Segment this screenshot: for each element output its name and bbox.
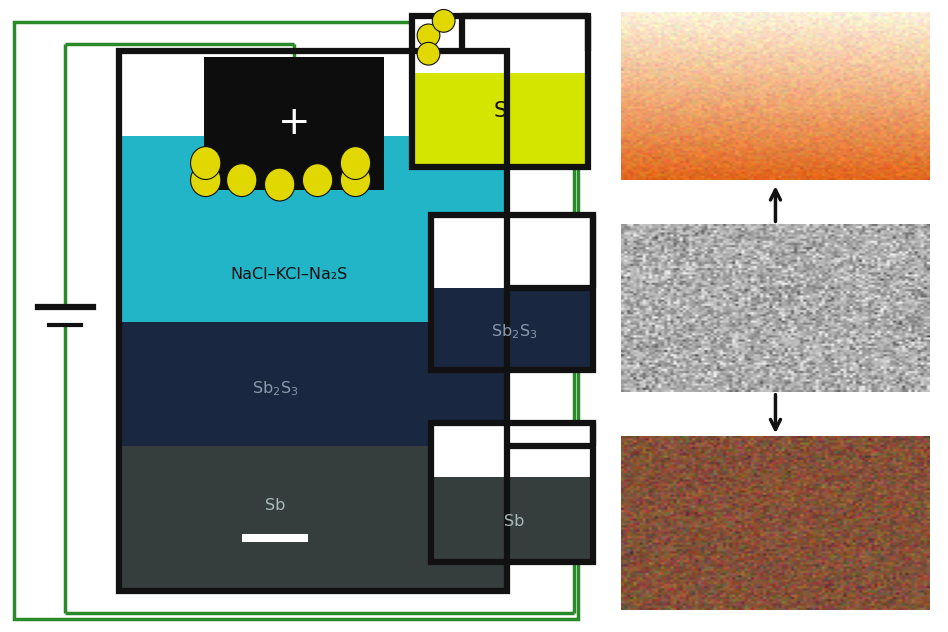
Bar [118,446,507,591]
Text: +: + [278,104,310,142]
Bar [431,215,592,370]
Bar [118,322,507,446]
Text: NaCl–KCl–Na₂S: NaCl–KCl–Na₂S [230,267,348,283]
Text: Sb$_2$S$_3$: Sb$_2$S$_3$ [251,379,299,398]
Text: Sb: Sb [264,498,285,513]
Ellipse shape [191,147,221,179]
Ellipse shape [340,164,371,197]
Ellipse shape [302,164,333,197]
Bar [118,51,507,591]
Text: Sb: Sb [503,514,524,529]
Ellipse shape [417,24,440,47]
Text: Sb$_2$S$_3$: Sb$_2$S$_3$ [490,322,538,341]
Bar [14,22,578,619]
Ellipse shape [417,42,440,65]
Bar [431,477,592,559]
Ellipse shape [227,164,257,197]
Ellipse shape [340,147,371,179]
Bar [431,423,592,562]
Bar [204,57,384,190]
Bar [118,136,507,322]
Bar [118,51,507,591]
Bar [412,16,588,167]
Text: S: S [494,100,507,121]
Ellipse shape [264,168,295,201]
Bar [431,288,592,367]
Bar [242,534,308,542]
Bar [412,73,588,164]
Bar [412,16,588,167]
Bar [431,215,592,370]
Bar [431,423,592,562]
Ellipse shape [432,9,455,32]
Ellipse shape [191,164,221,197]
